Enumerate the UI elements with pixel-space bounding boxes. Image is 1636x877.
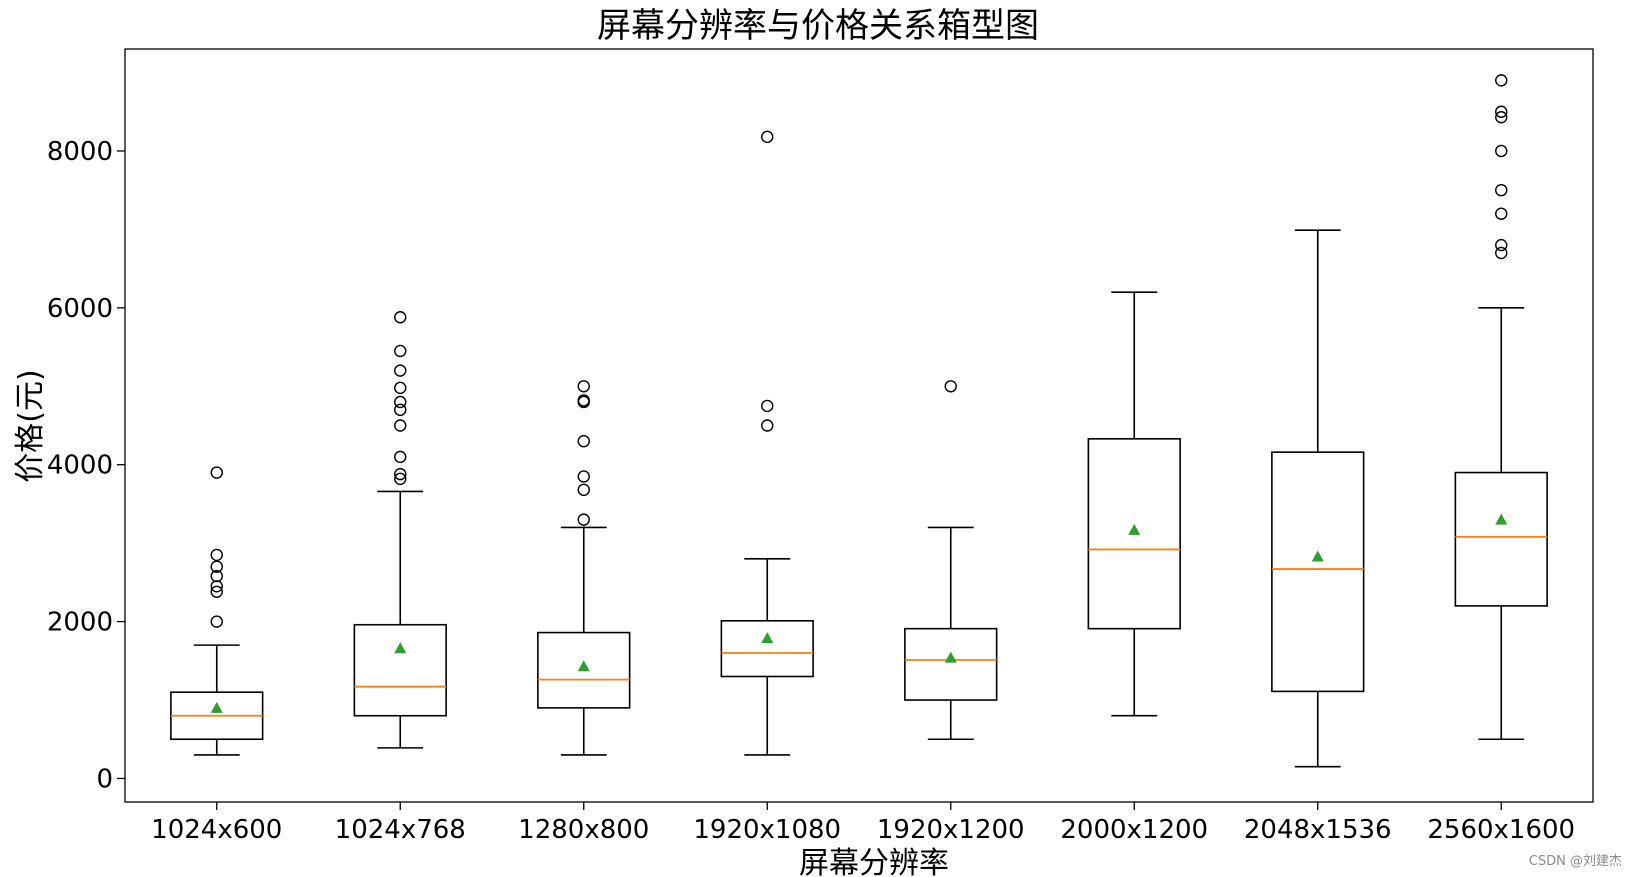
y-axis-ticks: 0 2000 4000 6000 8000 <box>47 137 125 794</box>
y-axis-label: 价格(元) <box>13 369 48 482</box>
outlier-point <box>1495 238 1508 252</box>
y-tick-label: 0 <box>96 764 113 794</box>
iqr-box <box>1454 471 1548 607</box>
outlier-point <box>210 466 223 479</box>
mean-marker <box>944 651 957 663</box>
iqr-box <box>1271 451 1365 693</box>
x-axis-ticks: 1024x600 1024x768 1280x800 1920x1080 1920x12… <box>151 802 1575 845</box>
x-tick-label: 1024x600 <box>151 815 282 845</box>
x-tick-label: 1024x768 <box>335 815 466 845</box>
x-axis-label: 屏幕分辨率 <box>799 846 949 877</box>
y-tick-label: 4000 <box>47 451 113 481</box>
outlier-point <box>210 560 223 573</box>
box-1024x768 <box>353 311 447 749</box>
outlier-point <box>577 470 590 483</box>
outlier-point <box>394 311 407 324</box>
x-tick-label: 1280x800 <box>518 815 649 845</box>
outlier-point <box>761 130 774 144</box>
mean-marker <box>1311 550 1324 562</box>
box-2560x1600 <box>1454 74 1548 741</box>
mean-marker <box>1495 513 1508 525</box>
outlier-point <box>394 381 407 395</box>
x-tick-label: 2048x1536 <box>1244 815 1392 845</box>
outlier-point <box>1495 144 1508 158</box>
outlier-point <box>944 380 957 393</box>
outlier-point <box>577 434 590 448</box>
box-2048x1536 <box>1271 229 1365 768</box>
mean-marker <box>394 642 407 654</box>
outlier-point <box>1495 105 1508 118</box>
iqr-box <box>537 631 631 709</box>
y-tick-label: 2000 <box>47 608 113 638</box>
iqr-box <box>353 623 447 717</box>
plot-marks <box>170 74 1548 768</box>
mean-marker <box>1128 523 1141 535</box>
x-tick-label: 1920x1080 <box>693 815 841 845</box>
outlier-point <box>210 569 223 583</box>
iqr-box <box>1087 438 1181 630</box>
outlier-point <box>394 364 407 377</box>
outlier-point <box>577 483 590 497</box>
iqr-box <box>904 627 998 701</box>
outlier-point <box>210 585 223 598</box>
box-1920x1200 <box>904 380 998 741</box>
y-tick-label: 6000 <box>47 294 113 324</box>
outlier-point <box>394 395 407 409</box>
x-tick-label: 1920x1200 <box>877 815 1025 845</box>
outlier-point <box>1495 111 1508 124</box>
outlier-point <box>577 380 590 393</box>
outlier-point <box>394 403 407 417</box>
outlier-point <box>1495 74 1508 87</box>
iqr-box <box>720 620 814 678</box>
chart-title: 屏幕分辨率与价格关系箱型图 <box>597 6 1039 46</box>
box-1280x800 <box>537 380 631 756</box>
outlier-point <box>394 467 407 481</box>
outlier-point <box>1495 246 1508 260</box>
box-2000x1200 <box>1087 291 1181 717</box>
watermark: CSDN @刘建杰 <box>1528 854 1622 869</box>
x-tick-label: 2560x1600 <box>1427 815 1575 845</box>
outlier-point <box>394 450 407 464</box>
mean-marker <box>761 632 774 644</box>
outlier-point <box>394 472 407 486</box>
plot-frame <box>124 48 1594 803</box>
box-1920x1080 <box>720 130 814 756</box>
y-tick-label: 8000 <box>47 137 113 167</box>
outlier-point <box>1495 183 1508 197</box>
outlier-point <box>577 394 590 407</box>
outlier-point <box>210 580 223 593</box>
box-1024x600 <box>170 466 264 756</box>
outlier-point <box>577 513 590 526</box>
mean-marker <box>210 701 223 713</box>
mean-marker <box>577 660 590 672</box>
outlier-point <box>394 344 407 358</box>
outlier-point <box>1495 207 1508 220</box>
outlier-point <box>761 419 774 432</box>
outlier-point <box>210 548 223 562</box>
outlier-point <box>761 399 774 413</box>
outlier-point <box>210 615 223 628</box>
x-tick-label: 2000x1200 <box>1060 815 1208 845</box>
outlier-point <box>394 419 407 432</box>
